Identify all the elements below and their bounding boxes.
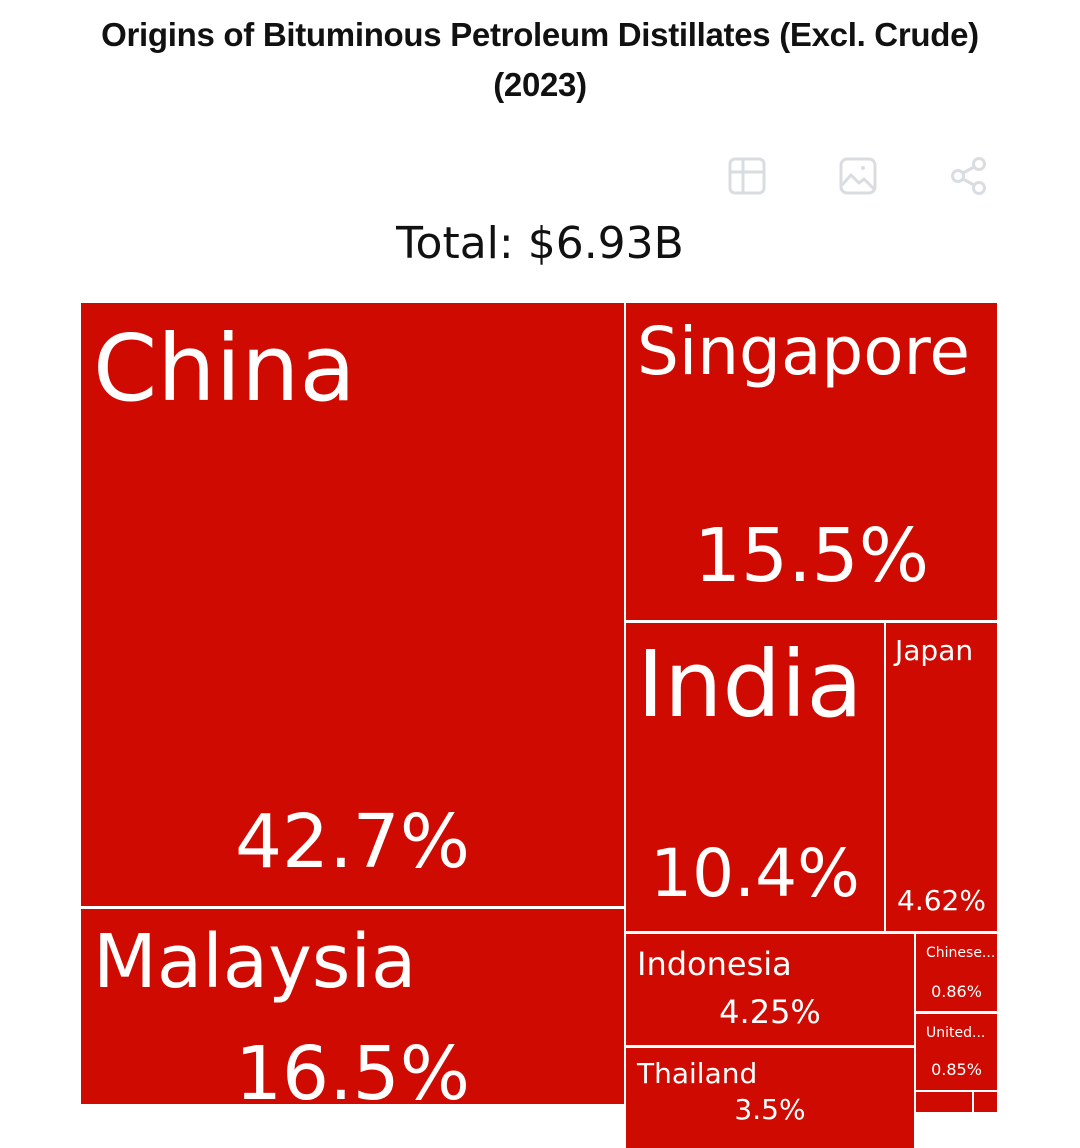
- download-image-button[interactable]: [837, 155, 879, 197]
- tile-label: Thailand: [637, 1057, 758, 1090]
- table-view-button[interactable]: [726, 155, 768, 197]
- image-icon: [839, 157, 877, 195]
- tile-value: 42.7%: [234, 799, 471, 885]
- treemap: China 42.7% Malaysia 16.5% Singapore 15.…: [81, 303, 997, 1148]
- tile-value: 0.85%: [931, 1060, 982, 1079]
- tile-value: 4.62%: [897, 884, 986, 917]
- tile-indonesia[interactable]: Indonesia 4.25%: [626, 934, 914, 1045]
- tile-label: China: [93, 315, 356, 422]
- tile-malaysia[interactable]: Malaysia 16.5%: [81, 909, 624, 1104]
- tile-label: Japan: [895, 634, 974, 667]
- tile-india[interactable]: India 10.4%: [626, 623, 884, 931]
- tile-chinese-taipei[interactable]: Chinese... 0.86%: [916, 934, 997, 1011]
- tile-value: 16.5%: [234, 1031, 471, 1104]
- tile-label: United...: [926, 1025, 986, 1041]
- tile-label: Chinese...: [926, 945, 996, 961]
- tile-small-2[interactable]: [974, 1092, 997, 1112]
- tile-thailand[interactable]: Thailand 3.5%: [626, 1048, 914, 1148]
- tile-value: 0.86%: [931, 982, 982, 1001]
- tile-label: India: [637, 631, 863, 738]
- table-icon: [728, 157, 766, 195]
- tile-value: 3.5%: [734, 1093, 806, 1126]
- tile-value: 4.25%: [719, 993, 821, 1031]
- tile-label: Indonesia: [637, 945, 792, 983]
- tile-china[interactable]: China 42.7%: [81, 303, 624, 906]
- tile-value: 10.4%: [650, 835, 860, 912]
- tile-label: Malaysia: [93, 919, 417, 1005]
- tile-singapore[interactable]: Singapore 15.5%: [626, 303, 997, 620]
- tile-value: 15.5%: [693, 513, 930, 599]
- share-button[interactable]: [948, 155, 990, 197]
- chart-title: Origins of Bituminous Petroleum Distilla…: [101, 16, 979, 103]
- chart-toolbar: [0, 155, 1080, 197]
- tile-label: Singapore: [637, 313, 970, 390]
- tile-united[interactable]: United... 0.85%: [916, 1014, 997, 1090]
- total-value: Total: $6.93B: [396, 218, 684, 269]
- share-icon: [951, 157, 986, 195]
- tile-japan[interactable]: Japan 4.62%: [886, 623, 997, 931]
- tile-small-1[interactable]: [916, 1092, 972, 1112]
